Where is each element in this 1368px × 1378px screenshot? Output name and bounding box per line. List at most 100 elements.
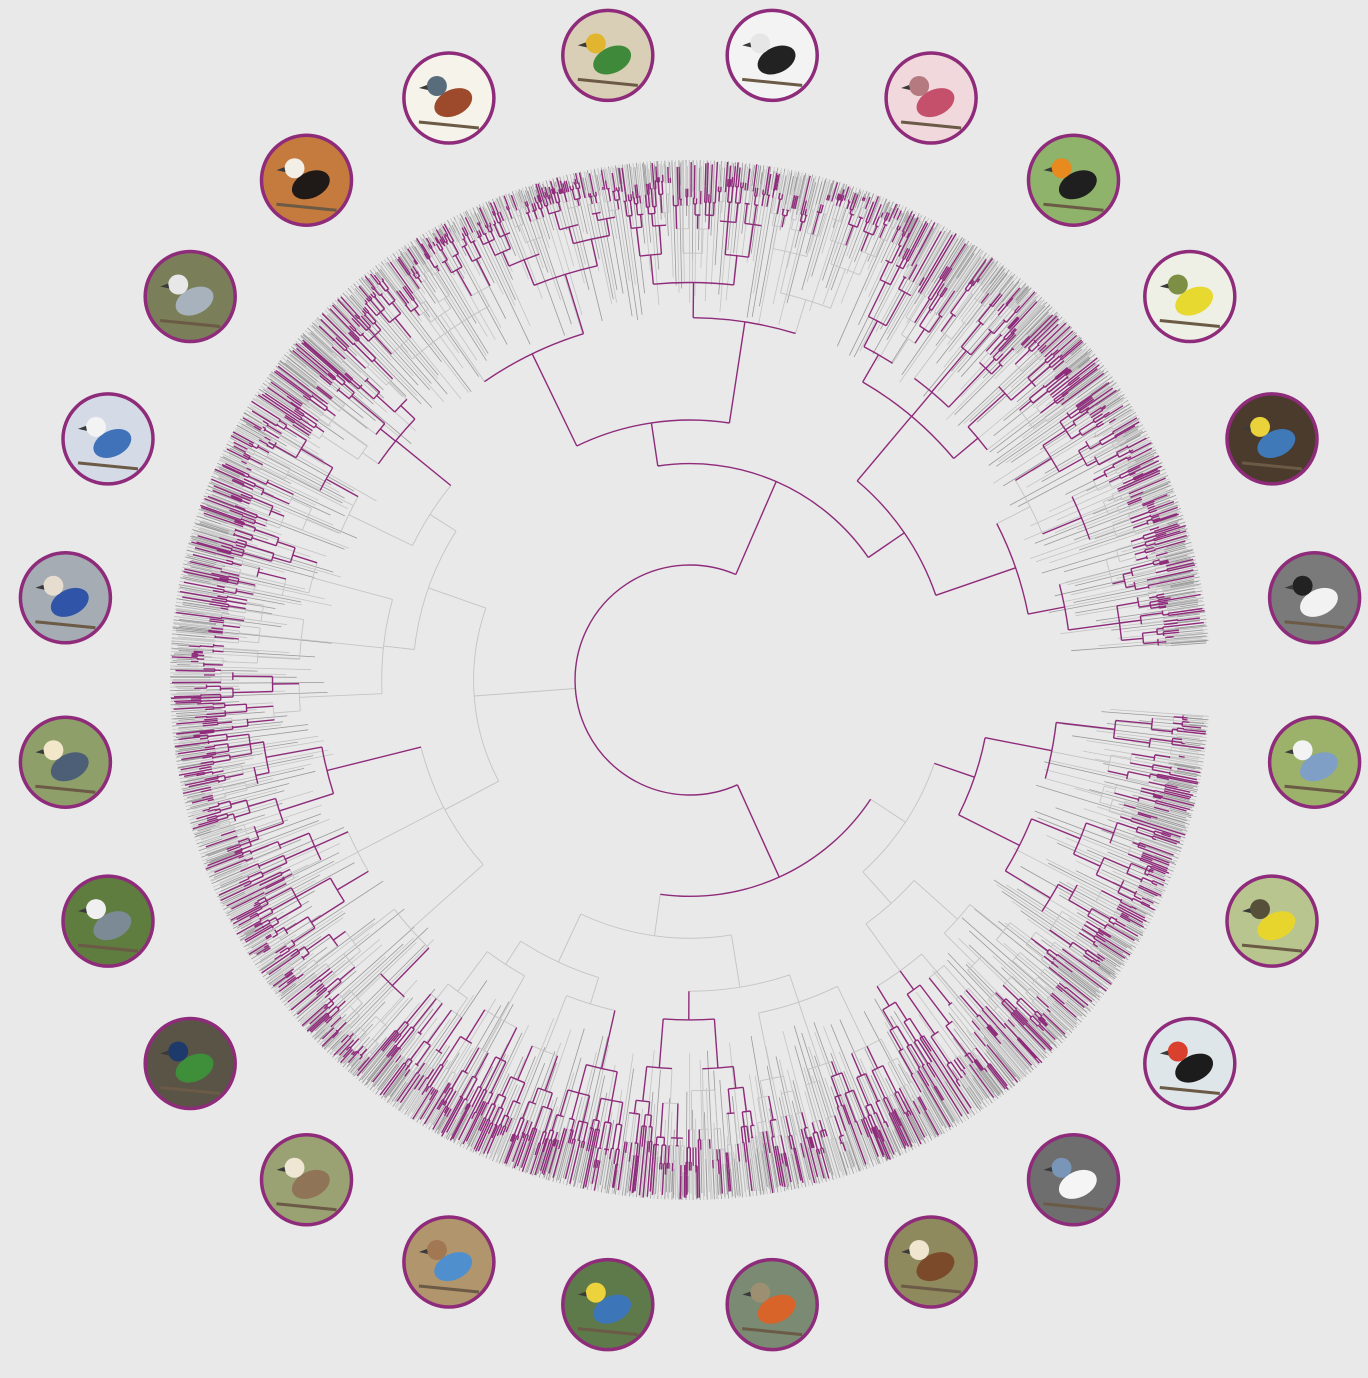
internal-branch (1040, 348, 1045, 353)
highlight-branch (360, 1048, 368, 1056)
tip-branch (898, 213, 905, 226)
tip-branch (577, 1150, 586, 1182)
tip-branch (276, 367, 299, 385)
internal-branch (829, 219, 837, 241)
internal-branch (304, 367, 318, 379)
internal-branch (409, 269, 414, 276)
tip-branch (778, 172, 782, 184)
tip-branch (240, 932, 256, 942)
tip-branch (245, 930, 255, 936)
highlight-branch (1182, 721, 1190, 723)
internal-arc (333, 1027, 336, 1030)
highlight-branch (1087, 915, 1107, 928)
tip-band-line (231, 880, 316, 926)
internal-branch (1033, 419, 1046, 429)
internal-branch (1137, 800, 1155, 807)
tip-branch (923, 231, 952, 278)
tip-branch (315, 318, 337, 338)
internal-branch (996, 506, 1031, 525)
internal-branch (292, 968, 300, 974)
tip-branch (203, 515, 228, 524)
internal-branch (349, 1015, 360, 1027)
internal-branch (781, 203, 784, 210)
tip-branch (1058, 967, 1097, 998)
tip-branch (713, 162, 716, 191)
internal-arc (971, 1018, 975, 1022)
tip-branch (1018, 299, 1037, 319)
internal-branch (919, 1066, 932, 1086)
tip-branch (207, 485, 232, 496)
internal-branch (1105, 926, 1114, 932)
tip-band-line (342, 292, 430, 391)
internal-arc (299, 979, 301, 982)
tip-branch (193, 804, 210, 810)
highlight-branch (407, 1060, 413, 1067)
internal-branch (1045, 1010, 1050, 1015)
internal-arc (291, 966, 294, 970)
tip-branch (174, 708, 206, 712)
tip-branch (415, 239, 425, 254)
internal-branch (309, 974, 317, 980)
internal-branch (272, 941, 285, 950)
internal-branch (1025, 992, 1034, 1001)
internal-branch (360, 311, 365, 316)
tip-branch (377, 270, 396, 293)
tip-branch (253, 405, 275, 419)
highlight-branch (559, 1089, 569, 1116)
tip-branch (461, 1119, 474, 1142)
tip-branch (1078, 359, 1090, 369)
tip-branch (548, 180, 553, 190)
tip-branch (771, 1152, 779, 1188)
internal-branch (399, 1031, 419, 1055)
internal-branch (223, 628, 240, 632)
tip-branch (1015, 286, 1030, 302)
tip-branch (1105, 941, 1124, 954)
internal-branch (220, 824, 231, 829)
tip-branch (761, 1151, 768, 1187)
tip-branch (243, 412, 262, 424)
internal-arc (984, 1005, 987, 1008)
internal-branch (893, 219, 899, 229)
tip-branch (290, 353, 307, 368)
tip-band-line (607, 1150, 616, 1194)
internal-branch (962, 1076, 970, 1087)
internal-branch (269, 929, 275, 934)
internal-branch (988, 1043, 997, 1054)
internal-arc (928, 965, 945, 979)
tip-band-line (353, 283, 448, 395)
internal-branch (944, 278, 958, 298)
tip-branch (1151, 825, 1179, 835)
internal-branch (1063, 354, 1072, 363)
tip-branch (206, 842, 226, 850)
tip-branch (749, 1158, 755, 1192)
tip-branch (178, 646, 204, 650)
tip-branch (213, 865, 242, 878)
tip-band-line (778, 175, 817, 325)
tip-branch (1151, 817, 1187, 829)
tip-branch (1016, 288, 1031, 305)
tip-branch (512, 1137, 524, 1167)
tip-band-line (361, 276, 462, 400)
tip-branch (762, 169, 767, 190)
tip-branch (326, 314, 348, 335)
internal-branch (759, 184, 763, 198)
internal-arc (982, 291, 984, 293)
internal-branch (633, 1155, 636, 1167)
tip-band-line (750, 165, 765, 254)
internal-branch (712, 190, 714, 203)
highlight-branch (648, 1141, 651, 1153)
tip-branch (397, 1084, 416, 1110)
tip-band-line (243, 412, 324, 462)
internal-branch (228, 532, 235, 535)
internal-branch (319, 1007, 330, 1017)
tip-branch (973, 1073, 991, 1097)
internal-branch (1035, 332, 1047, 344)
internal-branch (218, 820, 230, 825)
internal-branch (984, 1007, 1005, 1030)
internal-branch (778, 190, 780, 194)
tip-branch (1027, 314, 1050, 337)
internal-branch (426, 1086, 432, 1093)
internal-branch (997, 1005, 1011, 1019)
internal-branch (406, 1070, 412, 1078)
internal-arc (1011, 308, 1014, 311)
